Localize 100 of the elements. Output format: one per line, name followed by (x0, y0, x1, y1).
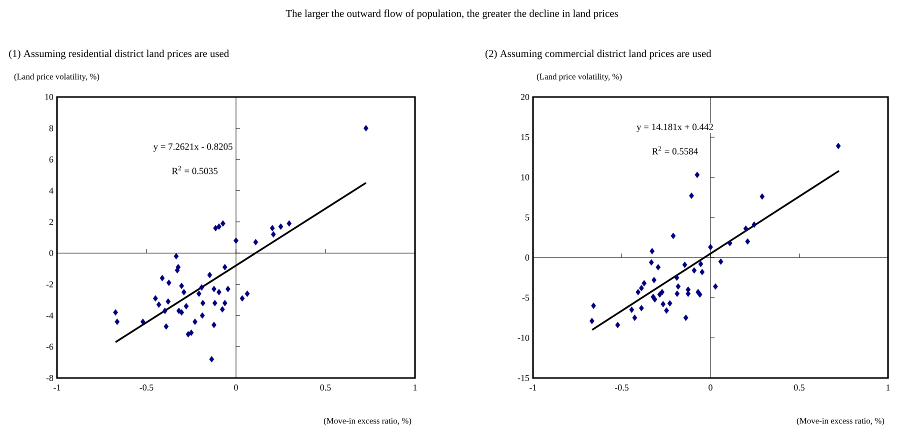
point (700, 268, 705, 276)
point (200, 312, 205, 319)
point (632, 314, 638, 321)
point (234, 237, 238, 244)
point (286, 220, 292, 227)
point (174, 253, 179, 260)
annotation: R$^{2}$ = 0.5035 (172, 166, 218, 174)
point (364, 125, 368, 132)
point (253, 238, 258, 246)
y-tick-label: -10 (518, 334, 530, 341)
point (156, 301, 162, 308)
point (752, 221, 757, 228)
point (244, 290, 250, 297)
point (652, 276, 657, 284)
point (196, 290, 202, 297)
point (667, 300, 672, 307)
point (166, 298, 171, 305)
y-tick-label: 0 (525, 254, 530, 261)
chart-subtitle: (2) Assuming commercial district land prices are used (486, 50, 712, 60)
x-tick-label: 1 (886, 384, 890, 390)
point (642, 280, 647, 286)
point (212, 286, 216, 292)
x-tick-label: -1 (54, 384, 60, 390)
point (162, 308, 168, 314)
point (648, 259, 654, 266)
point (713, 283, 718, 290)
point (153, 295, 158, 302)
point (636, 288, 641, 296)
point (708, 244, 713, 250)
point (745, 238, 750, 245)
point (184, 302, 189, 310)
point (718, 258, 724, 265)
x-axis-title: (Move-in excess ratio, %) (796, 418, 884, 426)
point (743, 225, 748, 232)
point (656, 264, 661, 270)
point (212, 300, 218, 306)
x-tick-label: 0 (708, 384, 712, 391)
y-tick-label: 5 (526, 214, 530, 220)
point (199, 284, 204, 291)
point (270, 231, 276, 238)
point (216, 288, 222, 296)
point (278, 223, 284, 230)
point (181, 288, 186, 296)
point (615, 322, 620, 328)
point (698, 260, 704, 268)
point (222, 264, 228, 270)
point (216, 223, 222, 230)
point (670, 232, 676, 240)
y-axis-title: (Land price volatility, %) (536, 73, 622, 82)
point (192, 318, 198, 325)
point (164, 323, 169, 330)
point (114, 318, 120, 325)
point (240, 295, 245, 302)
point (225, 286, 230, 292)
point (589, 318, 594, 324)
point (639, 304, 644, 312)
point (674, 274, 680, 281)
point (207, 272, 212, 278)
point (220, 306, 225, 313)
x-tick-label: 0.5 (794, 384, 805, 391)
point (113, 309, 118, 316)
text: The larger the outward flow of population, the greater the decline in land prices (286, 10, 618, 20)
point (836, 142, 841, 150)
point (676, 283, 681, 290)
y-tick-label: 15 (521, 134, 530, 140)
point (664, 307, 669, 314)
y-tick-label: -15 (518, 374, 530, 382)
point (591, 302, 596, 309)
point (220, 220, 226, 227)
point (222, 300, 228, 306)
y-axis-title: (Land price volatility, %) (14, 73, 100, 82)
x-tick-label: 1 (414, 384, 417, 390)
point (188, 330, 194, 336)
y-tick-label: -6 (46, 344, 54, 350)
x-tick-label: -0.5 (614, 384, 629, 391)
y-tick-label: -4 (46, 312, 54, 319)
x-tick-label: 0.5 (320, 384, 331, 391)
point (179, 282, 184, 290)
point (692, 267, 697, 274)
y-tick-label: 10 (45, 94, 54, 100)
point (657, 291, 662, 298)
y-tick-label: -8 (46, 374, 54, 382)
y-tick-label: 0 (49, 250, 54, 256)
point (694, 172, 700, 178)
point (140, 318, 146, 325)
point (682, 262, 688, 268)
x-tick-label: -1 (530, 384, 536, 390)
point (674, 290, 680, 297)
point (213, 224, 218, 232)
annotation: y = 7.2621x - 0.8205 (153, 143, 232, 152)
point (179, 309, 184, 316)
y-tick-label: 6 (49, 156, 54, 162)
point (212, 322, 216, 328)
annotation: y = 14.181x + 0.442 (636, 124, 713, 132)
y-tick-label: 2 (49, 218, 53, 225)
y-tick-label: 10 (521, 174, 530, 180)
x-tick-label: -0.5 (140, 384, 154, 391)
point (689, 192, 694, 199)
y-tick-label: 4 (49, 188, 54, 194)
point (660, 300, 666, 308)
